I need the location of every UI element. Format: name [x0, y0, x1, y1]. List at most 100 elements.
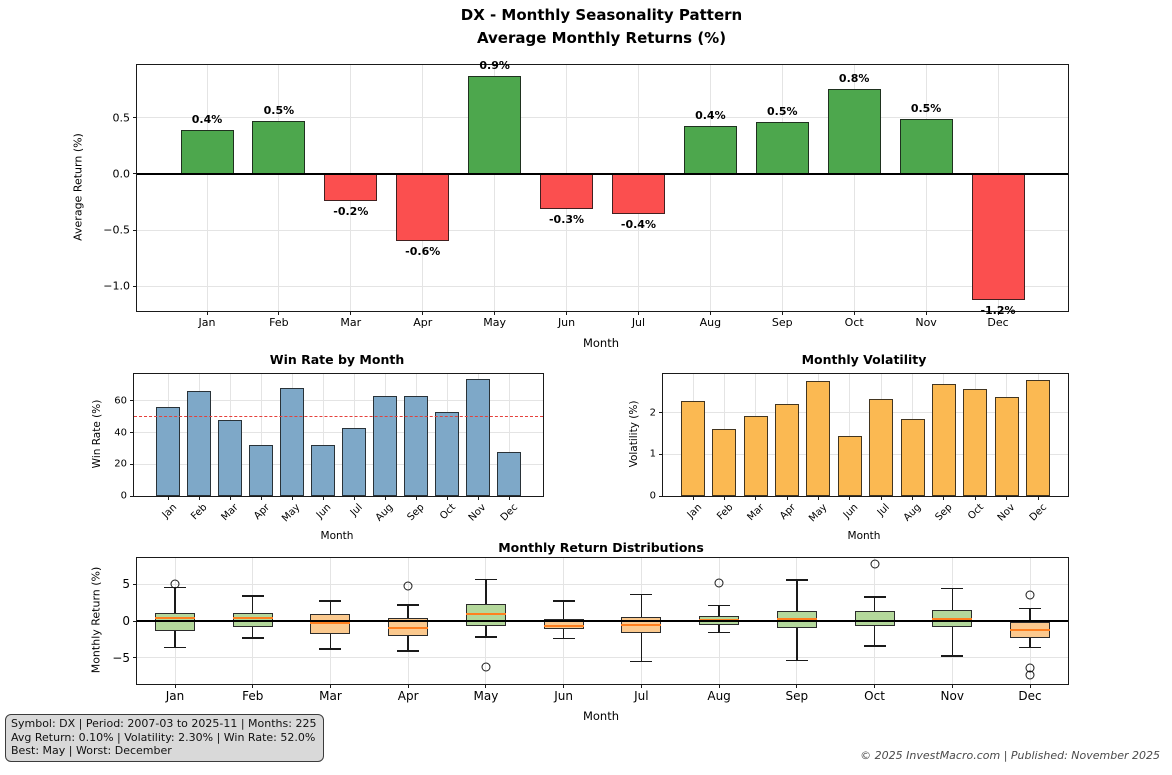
avg-return-x-axis-label: Month	[582, 336, 620, 350]
y-tickmark	[133, 657, 137, 659]
x-tickmark	[997, 311, 999, 315]
reference-line	[134, 415, 543, 417]
bar-oct	[963, 388, 988, 496]
x-tickmark	[278, 311, 280, 315]
box-mar	[310, 613, 351, 635]
x-tickmark	[640, 684, 642, 688]
bar-dec	[971, 173, 1025, 300]
x-tick-label: Jun	[554, 689, 573, 703]
bar-oct	[435, 412, 459, 496]
whisker-cap	[552, 600, 575, 602]
whisker-cap	[397, 650, 420, 652]
figure-subtitle: Average Monthly Returns (%)	[476, 29, 727, 47]
bar-jan	[180, 130, 234, 174]
x-tick-label: Oct	[966, 502, 987, 523]
bar-aug	[373, 396, 397, 496]
gridline-h	[134, 463, 543, 465]
y-tick-label: 5	[122, 577, 130, 592]
whisker-cap	[241, 637, 264, 639]
bar-sep	[404, 396, 428, 496]
x-tickmark	[229, 496, 231, 500]
win-rate-title: Win Rate by Month	[269, 352, 405, 367]
bar-value-label: 0.5%	[263, 104, 295, 118]
whisker-cap	[164, 646, 186, 649]
bar-value-label: -1.2%	[980, 303, 1016, 317]
x-tick-label: Aug	[901, 502, 924, 524]
whisker-cap	[941, 588, 964, 590]
x-tick-label: Jul	[348, 502, 365, 519]
whisker-cap	[785, 579, 808, 581]
gridline-v	[322, 374, 324, 496]
x-tickmark	[880, 496, 882, 500]
bar-apr	[249, 445, 273, 496]
outlier-marker	[870, 559, 880, 569]
y-tickmark	[133, 583, 137, 585]
x-tickmark	[974, 496, 976, 500]
gridline-v	[260, 374, 262, 496]
x-tickmark	[167, 496, 169, 500]
whisker-cap	[241, 595, 264, 597]
y-tick-label: 1	[649, 448, 656, 460]
median-line	[310, 621, 351, 624]
x-tick-label: Apr	[397, 689, 419, 703]
gridline-v	[781, 65, 783, 311]
x-tickmark	[206, 311, 208, 315]
x-tickmark	[1006, 496, 1008, 500]
y-tick-label: −0.5	[103, 223, 130, 237]
x-tickmark	[384, 496, 386, 500]
x-tick-label: May	[483, 316, 506, 329]
gridline-h	[137, 657, 1068, 659]
median-line	[1010, 628, 1050, 631]
x-tick-label: May	[473, 689, 499, 703]
outlier-marker	[403, 581, 413, 591]
bar-value-label: 0.4%	[695, 108, 726, 122]
x-tick-label: Feb	[189, 502, 210, 523]
y-tickmark	[130, 495, 134, 497]
bar-jun	[311, 445, 335, 496]
x-tickmark	[1037, 496, 1039, 500]
x-tickmark	[1029, 684, 1031, 688]
whisker-cap	[474, 578, 497, 580]
x-tickmark	[723, 496, 725, 500]
x-tickmark	[477, 496, 479, 500]
bar-value-label: 0.4%	[191, 113, 223, 127]
x-tick-label: Aug	[707, 689, 731, 703]
whisker-cap	[1019, 646, 1041, 649]
x-tick-label: Oct	[844, 316, 864, 329]
whisker-cap	[630, 660, 653, 662]
x-tick-label: Jul	[875, 502, 892, 519]
zero-line	[137, 173, 1068, 175]
whisker-cap	[708, 632, 731, 634]
x-tick-label: May	[280, 502, 303, 525]
x-tick-label: Feb	[714, 502, 736, 523]
x-tick-label: Sep	[785, 689, 809, 703]
gridline-h	[663, 453, 1068, 455]
x-tickmark	[786, 496, 788, 500]
x-tick-label: Oct	[437, 502, 458, 523]
bar-jul	[869, 399, 894, 496]
bar-dec	[1026, 380, 1050, 496]
x-tickmark	[291, 496, 293, 500]
volatility-y-axis-label: Volatility (%)	[628, 400, 640, 468]
x-tick-label: Nov	[915, 316, 937, 329]
median-line	[155, 617, 195, 620]
box-jan	[155, 612, 195, 631]
y-tickmark	[130, 400, 134, 402]
x-tick-label: Jul	[634, 689, 649, 703]
bar-may	[280, 388, 304, 496]
x-tickmark	[943, 496, 945, 500]
bar-value-label: -0.4%	[620, 218, 656, 232]
x-tick-label: Feb	[269, 316, 289, 329]
box-oct	[854, 610, 895, 627]
y-tickmark	[133, 173, 137, 175]
whisker-cap	[1019, 607, 1041, 610]
bar-value-label: 0.5%	[767, 105, 798, 119]
x-tickmark	[912, 496, 914, 500]
x-tick-label: Nov	[940, 689, 964, 703]
x-tickmark	[692, 496, 694, 500]
bar-mar	[218, 419, 242, 496]
y-tickmark	[133, 117, 137, 119]
gridline-h	[134, 432, 543, 434]
bar-feb	[712, 428, 737, 496]
x-tickmark	[951, 684, 953, 688]
